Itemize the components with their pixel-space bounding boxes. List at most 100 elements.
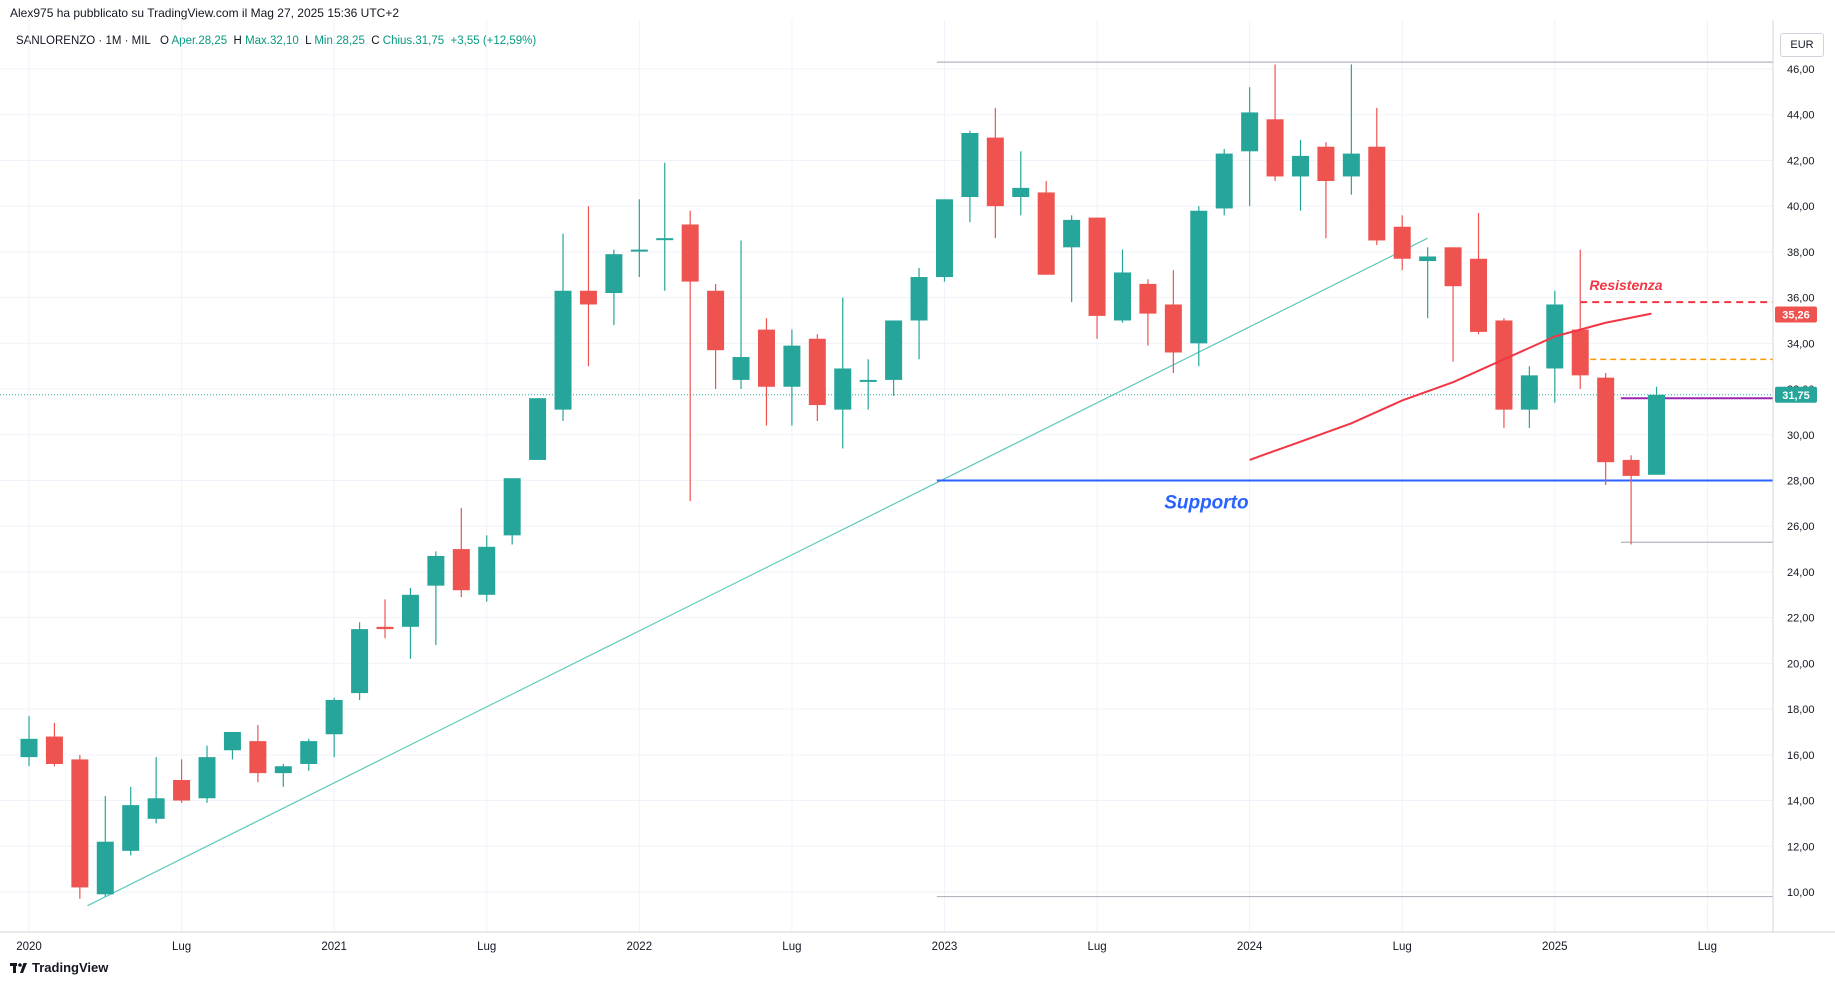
candle xyxy=(1012,151,1030,216)
change-value: +3,55 (+12,59%) xyxy=(450,35,537,47)
candle xyxy=(1164,270,1182,374)
time-tick-label: Lug xyxy=(477,941,496,953)
candle xyxy=(783,329,801,426)
candle-body xyxy=(147,798,165,819)
candle xyxy=(681,210,699,502)
close-label: C xyxy=(371,35,380,47)
price-tick-label: 16,00 xyxy=(1787,750,1815,762)
candle xyxy=(1113,249,1131,323)
candle xyxy=(376,599,394,639)
brand-name: TradingView xyxy=(32,960,109,975)
candle-body xyxy=(1215,153,1233,209)
candle-body xyxy=(503,478,521,536)
candle xyxy=(630,199,648,278)
candle xyxy=(605,249,623,326)
candle-body xyxy=(452,549,470,591)
candle xyxy=(351,622,369,700)
tradingview-logo-icon xyxy=(10,962,27,973)
time-tick-label: Lug xyxy=(782,941,801,953)
candle xyxy=(45,722,63,767)
price-tick-label: 24,00 xyxy=(1787,567,1815,579)
candle xyxy=(96,795,114,897)
time-tick-label: 2025 xyxy=(1542,941,1568,953)
support-label: Supporto xyxy=(1164,493,1248,514)
candle-body xyxy=(45,736,63,764)
last-price-badge: 31,75 xyxy=(1782,390,1810,402)
price-axis[interactable]: 10,00 12,00 14,00 16,00 18,00 20,00 22,00 24,00… xyxy=(1772,20,1817,932)
candle xyxy=(1063,215,1081,303)
candle xyxy=(1368,107,1386,246)
candle xyxy=(1546,290,1564,403)
candle-body xyxy=(427,555,445,586)
candle-body xyxy=(122,805,140,851)
candle-body xyxy=(1037,192,1055,275)
high-label: H xyxy=(233,35,242,47)
price-tick-label: 40,00 xyxy=(1787,201,1815,213)
low-label: L xyxy=(305,35,312,47)
candle xyxy=(1292,139,1309,211)
candle xyxy=(1215,149,1233,216)
candle xyxy=(1088,217,1106,339)
candle xyxy=(325,697,343,758)
overlay: Supporto Resistenza xyxy=(1164,277,1663,513)
candle xyxy=(1419,247,1437,319)
candle xyxy=(1444,247,1462,362)
time-tick-label: 2021 xyxy=(321,941,347,953)
price-tick-label: 42,00 xyxy=(1787,155,1815,167)
candle-body xyxy=(1088,217,1106,316)
candle-body xyxy=(478,546,496,595)
candle-body xyxy=(1113,272,1131,321)
price-tick-label: 34,00 xyxy=(1787,338,1815,350)
time-tick-label: Lug xyxy=(1698,941,1717,953)
candle-body xyxy=(351,629,369,694)
candle-body xyxy=(1444,247,1462,287)
candle xyxy=(503,478,521,545)
candle-body xyxy=(605,254,623,294)
candle-body xyxy=(376,626,394,630)
symbol-name[interactable]: SANLORENZO · 1M · MIL xyxy=(16,35,151,47)
time-tick-label: 2023 xyxy=(932,941,958,953)
candle-body xyxy=(1241,112,1259,152)
candle xyxy=(1393,215,1411,271)
price-tick-label: 26,00 xyxy=(1787,521,1815,533)
candle xyxy=(529,398,547,460)
candle-body xyxy=(1368,146,1386,241)
candle xyxy=(554,233,572,422)
candle-body xyxy=(783,345,801,387)
candle-body xyxy=(732,357,750,380)
candle xyxy=(1266,64,1284,182)
drawings xyxy=(0,61,1773,907)
candle xyxy=(885,320,903,396)
candle xyxy=(427,551,445,646)
candle-body xyxy=(401,594,419,627)
candle-body xyxy=(1012,187,1030,198)
candle-body xyxy=(961,133,979,198)
candle xyxy=(656,162,674,291)
price-tick-label: 30,00 xyxy=(1787,430,1815,442)
publish-info: Alex975 ha pubblicato su TradingView.com… xyxy=(10,6,400,20)
price-tick-label: 12,00 xyxy=(1787,841,1815,853)
candle-body xyxy=(885,320,903,380)
candle xyxy=(1342,64,1360,195)
candle-body xyxy=(656,238,674,241)
candle xyxy=(198,745,216,803)
candle-body xyxy=(20,738,38,758)
candle xyxy=(478,535,496,602)
candle-body xyxy=(1139,283,1157,314)
currency-button[interactable]: EUR xyxy=(1780,33,1824,57)
footer-brand: TradingView xyxy=(10,960,108,975)
candle xyxy=(910,267,928,360)
candle xyxy=(935,199,953,282)
candle-body xyxy=(554,290,572,410)
time-tick-label: 2022 xyxy=(627,941,653,953)
price-tick-label: 44,00 xyxy=(1787,110,1815,122)
candle xyxy=(808,334,826,422)
candle xyxy=(223,731,241,760)
candle-body xyxy=(808,338,826,406)
candle-body xyxy=(529,398,547,460)
price-tick-label: 46,00 xyxy=(1787,64,1815,76)
open-value: Aper.28,25 xyxy=(171,35,228,47)
time-axis[interactable]: 2020 Lug 2021 Lug 2022 Lug 2023 Lug 2024 Lug 2025 L… xyxy=(0,931,1835,953)
candle-body xyxy=(274,766,292,774)
